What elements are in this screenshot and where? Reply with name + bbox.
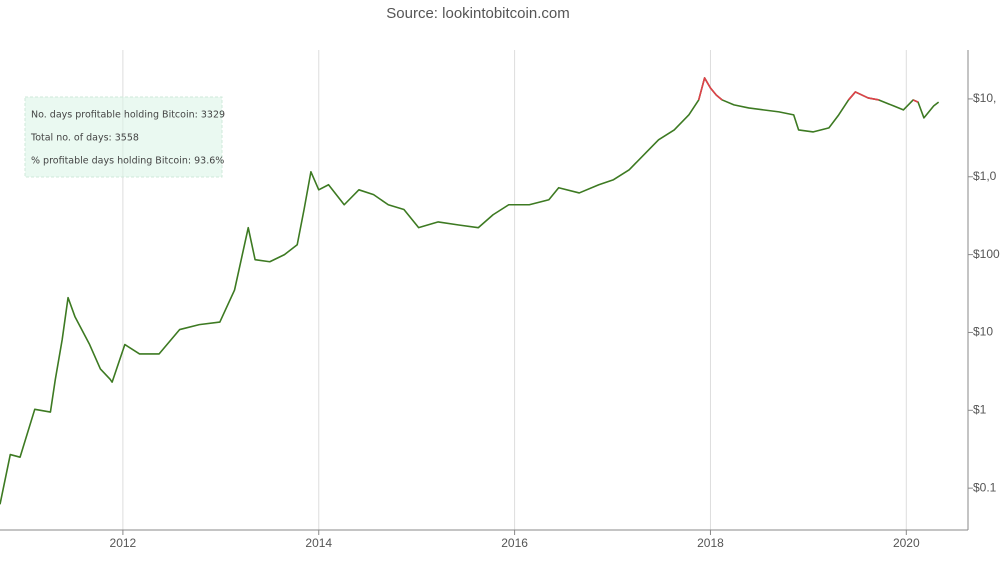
x-tick-label: 2018 [697, 536, 724, 550]
chart-title: Source: lookintobitcoin.com [386, 5, 569, 22]
x-tick-label: 2016 [501, 536, 528, 550]
annotation: Total no. of days: 3558 [30, 133, 139, 144]
y-tick-label: $100 [973, 247, 1000, 261]
y-tick-label: $10, [973, 91, 996, 105]
x-tick-label: 2020 [893, 536, 920, 550]
y-tick-label: $1,0 [973, 169, 997, 183]
y-tick-label: $10 [973, 325, 993, 339]
price-line [912, 99, 919, 103]
price-line [0, 77, 940, 505]
price-line [697, 77, 723, 101]
annotation: No. days profitable holding Bitcoin: 332… [31, 110, 225, 121]
price-line [847, 91, 880, 101]
y-tick-label: $0.1 [973, 480, 997, 494]
x-tick-label: 2012 [110, 536, 137, 550]
annotation-box [24, 96, 223, 178]
annotation: % profitable days holding Bitcoin: 93.6% [31, 156, 224, 167]
y-tick-label: $1 [973, 402, 987, 416]
x-tick-label: 2014 [305, 536, 332, 550]
